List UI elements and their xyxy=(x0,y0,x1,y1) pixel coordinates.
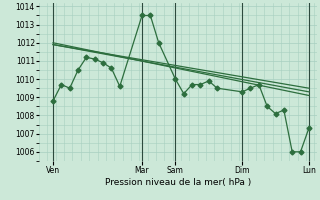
X-axis label: Pression niveau de la mer( hPa ): Pression niveau de la mer( hPa ) xyxy=(105,178,251,187)
